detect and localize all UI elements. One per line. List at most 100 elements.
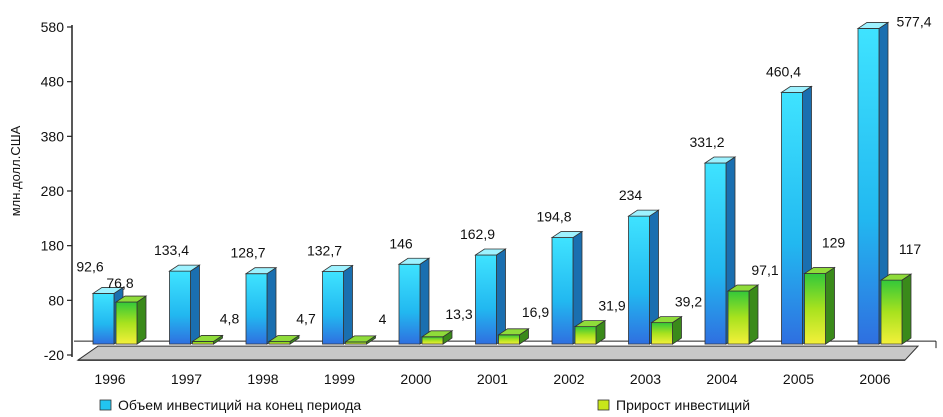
y-tick-label: 380 <box>41 128 65 144</box>
bar-investment-volume <box>168 264 201 345</box>
y-tick-label: 280 <box>41 183 65 199</box>
bar-investment-growth-top <box>879 273 913 281</box>
bar-investment-growth-top <box>420 330 454 338</box>
x-tick-label: 2003 <box>630 371 661 387</box>
bar-investment-volume-top <box>550 231 584 238</box>
y-tick-label: -20 <box>44 347 64 363</box>
bar-investment-growth <box>497 328 530 345</box>
data-label-growth: 4,8 <box>220 310 240 326</box>
bar-investment-growth-front <box>727 290 750 345</box>
data-label-volume: 460,4 <box>766 63 801 79</box>
bar-investment-volume-front <box>628 215 650 345</box>
bar-investment-volume-top <box>168 264 201 272</box>
x-tick-label: 1999 <box>324 371 355 387</box>
bar-investment-volume-front <box>781 91 803 345</box>
bar-investment-growth-top <box>497 328 530 336</box>
data-label-growth: 129 <box>822 235 846 251</box>
bar-investment-growth-top <box>267 335 301 342</box>
bar-investment-growth-top <box>191 335 224 342</box>
bar-investment-growth-top <box>573 320 607 328</box>
floor-plane <box>76 345 920 361</box>
bar-investment-volume <box>550 230 584 345</box>
legend-item-volume: Объем инвестиций на конец периода <box>99 397 361 413</box>
data-label-volume: 92,6 <box>76 258 103 274</box>
bar-investment-volume-top <box>244 267 278 275</box>
bar-investment-volume-front <box>169 270 191 345</box>
bar-investment-volume-front <box>245 273 268 345</box>
bar-investment-volume-top <box>91 287 125 294</box>
bar-investment-growth-top <box>726 284 760 292</box>
bar-investment-growth <box>420 330 454 345</box>
y-tick-label: 580 <box>41 19 65 35</box>
bar-investment-volume-front <box>857 28 880 345</box>
bar-investment-growth-front <box>880 279 903 345</box>
bar-investment-volume-side <box>343 264 353 345</box>
bar-investment-volume-front <box>551 237 574 345</box>
legend: Объем инвестиций на конец периода Прирост… <box>99 397 750 413</box>
data-label-volume: 146 <box>389 235 413 251</box>
y-axis: 580 480 380 280 180 80 -20 млн.долл.США <box>8 19 73 363</box>
data-label-volume: 234 <box>619 187 643 203</box>
data-label-volume: 162,9 <box>460 226 495 242</box>
bar-investment-growth-front <box>651 322 673 345</box>
bar-investment-volume-top <box>780 85 813 93</box>
bar-investment-volume-front <box>704 162 727 345</box>
y-axis-title: млн.долл.США <box>8 125 23 216</box>
bar-investment-volume-front <box>92 293 115 345</box>
data-label-volume: 331,2 <box>689 134 724 150</box>
bar-investment-volume-top <box>856 22 890 29</box>
bar-investment-volume <box>856 21 890 345</box>
bar-investment-growth-side <box>748 284 759 345</box>
bar-investment-volume-side <box>266 266 277 345</box>
data-label-growth: 117 <box>899 241 922 257</box>
bar-investment-growth <box>726 284 760 345</box>
bar-investment-growth-front <box>804 273 826 345</box>
bar-investment-growth-front <box>421 336 444 345</box>
bar-investment-growth <box>114 295 148 345</box>
bar-investment-growth <box>573 319 607 345</box>
bar-investment-growth <box>267 334 301 345</box>
bar-investment-growth-front <box>498 334 520 345</box>
bar-investment-volume <box>474 248 507 345</box>
data-label-volume: 194,8 <box>536 209 571 225</box>
bar-investment-growth <box>191 334 224 345</box>
legend-item-volume-swatch <box>99 399 112 411</box>
data-label-growth: 4 <box>379 311 387 327</box>
x-tick-label: 2002 <box>553 371 584 387</box>
x-tick-label: 2004 <box>706 371 737 387</box>
data-label-volume: 132,7 <box>307 243 342 259</box>
data-label-growth: 16,9 <box>522 304 549 320</box>
bar-investment-growth-top <box>114 295 148 303</box>
x-tick-label: 1996 <box>94 371 125 387</box>
x-tick-label: 2005 <box>783 371 814 387</box>
bar-investment-volume-top <box>474 248 507 256</box>
bar-investment-growth-side <box>901 273 912 345</box>
data-label-growth: 39,2 <box>675 294 702 310</box>
x-tick-label: 1998 <box>247 371 278 387</box>
bar-investment-growth-top <box>650 316 683 324</box>
labels-layer: 1996 92,676,8 1997 133,4 4,8 1998 128,7 4,7 1999… <box>76 13 931 387</box>
bar-investment-volume-side <box>190 264 200 345</box>
bar-investment-volume <box>244 266 278 345</box>
bar-investment-volume-top <box>703 156 737 164</box>
bar-investment-growth <box>879 273 913 345</box>
bar-investment-volume-top <box>397 257 431 265</box>
data-label-growth: 97,1 <box>751 262 778 278</box>
bar-investment-volume-top <box>627 209 660 217</box>
bar-investment-growth-side <box>136 295 147 345</box>
bar-investment-volume-side <box>419 257 430 345</box>
bar-investment-growth <box>650 315 683 345</box>
y-tick-label: 80 <box>48 292 64 308</box>
bar-investment-volume <box>321 264 354 345</box>
x-tick-label: 1997 <box>171 371 202 387</box>
data-label-growth: 4,7 <box>296 310 316 326</box>
data-label-volume: 133,4 <box>154 242 189 258</box>
legend-item-growth-swatch <box>597 399 610 411</box>
data-label-growth: 31,9 <box>598 298 625 314</box>
x-tick-label: 2000 <box>400 371 431 387</box>
bar-investment-volume-top <box>321 265 354 272</box>
legend-item-growth-label: Прирост инвестиций <box>616 397 750 413</box>
legend-item-growth: Прирост инвестиций <box>597 397 750 413</box>
bar-investment-growth-top <box>344 335 377 343</box>
